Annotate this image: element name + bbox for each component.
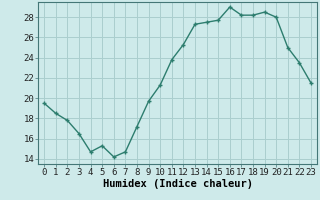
X-axis label: Humidex (Indice chaleur): Humidex (Indice chaleur) — [103, 179, 252, 189]
